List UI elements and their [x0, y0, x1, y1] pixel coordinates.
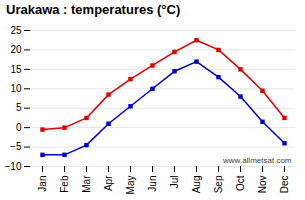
svg-text:Feb: Feb [59, 175, 70, 193]
svg-text:Jan: Jan [37, 176, 48, 192]
svg-text:Nov: Nov [257, 176, 268, 194]
svg-text:25: 25 [10, 25, 22, 36]
svg-text:Jul: Jul [169, 176, 180, 189]
svg-text:Oct: Oct [235, 175, 246, 191]
svg-text:Sep: Sep [213, 175, 224, 193]
svg-text:5: 5 [16, 102, 22, 113]
svg-text:0: 0 [16, 122, 22, 133]
svg-text:May: May [125, 176, 136, 195]
svg-text:www.allmetsat.com: www.allmetsat.com [222, 156, 292, 165]
svg-text:−10: −10 [5, 161, 22, 172]
svg-text:Apr: Apr [103, 175, 114, 191]
svg-text:Dec: Dec [279, 176, 290, 194]
svg-text:−5: −5 [10, 141, 22, 152]
svg-text:15: 15 [10, 64, 22, 75]
svg-text:20: 20 [10, 44, 22, 55]
svg-text:Jun: Jun [147, 176, 158, 192]
html-text:Urakawa : temperatures (°C): Urakawa : temperatures (°C) [6, 2, 181, 17]
svg-text:10: 10 [10, 83, 22, 94]
svg-text:Aug: Aug [191, 176, 202, 194]
svg-text:Mar: Mar [81, 175, 92, 193]
